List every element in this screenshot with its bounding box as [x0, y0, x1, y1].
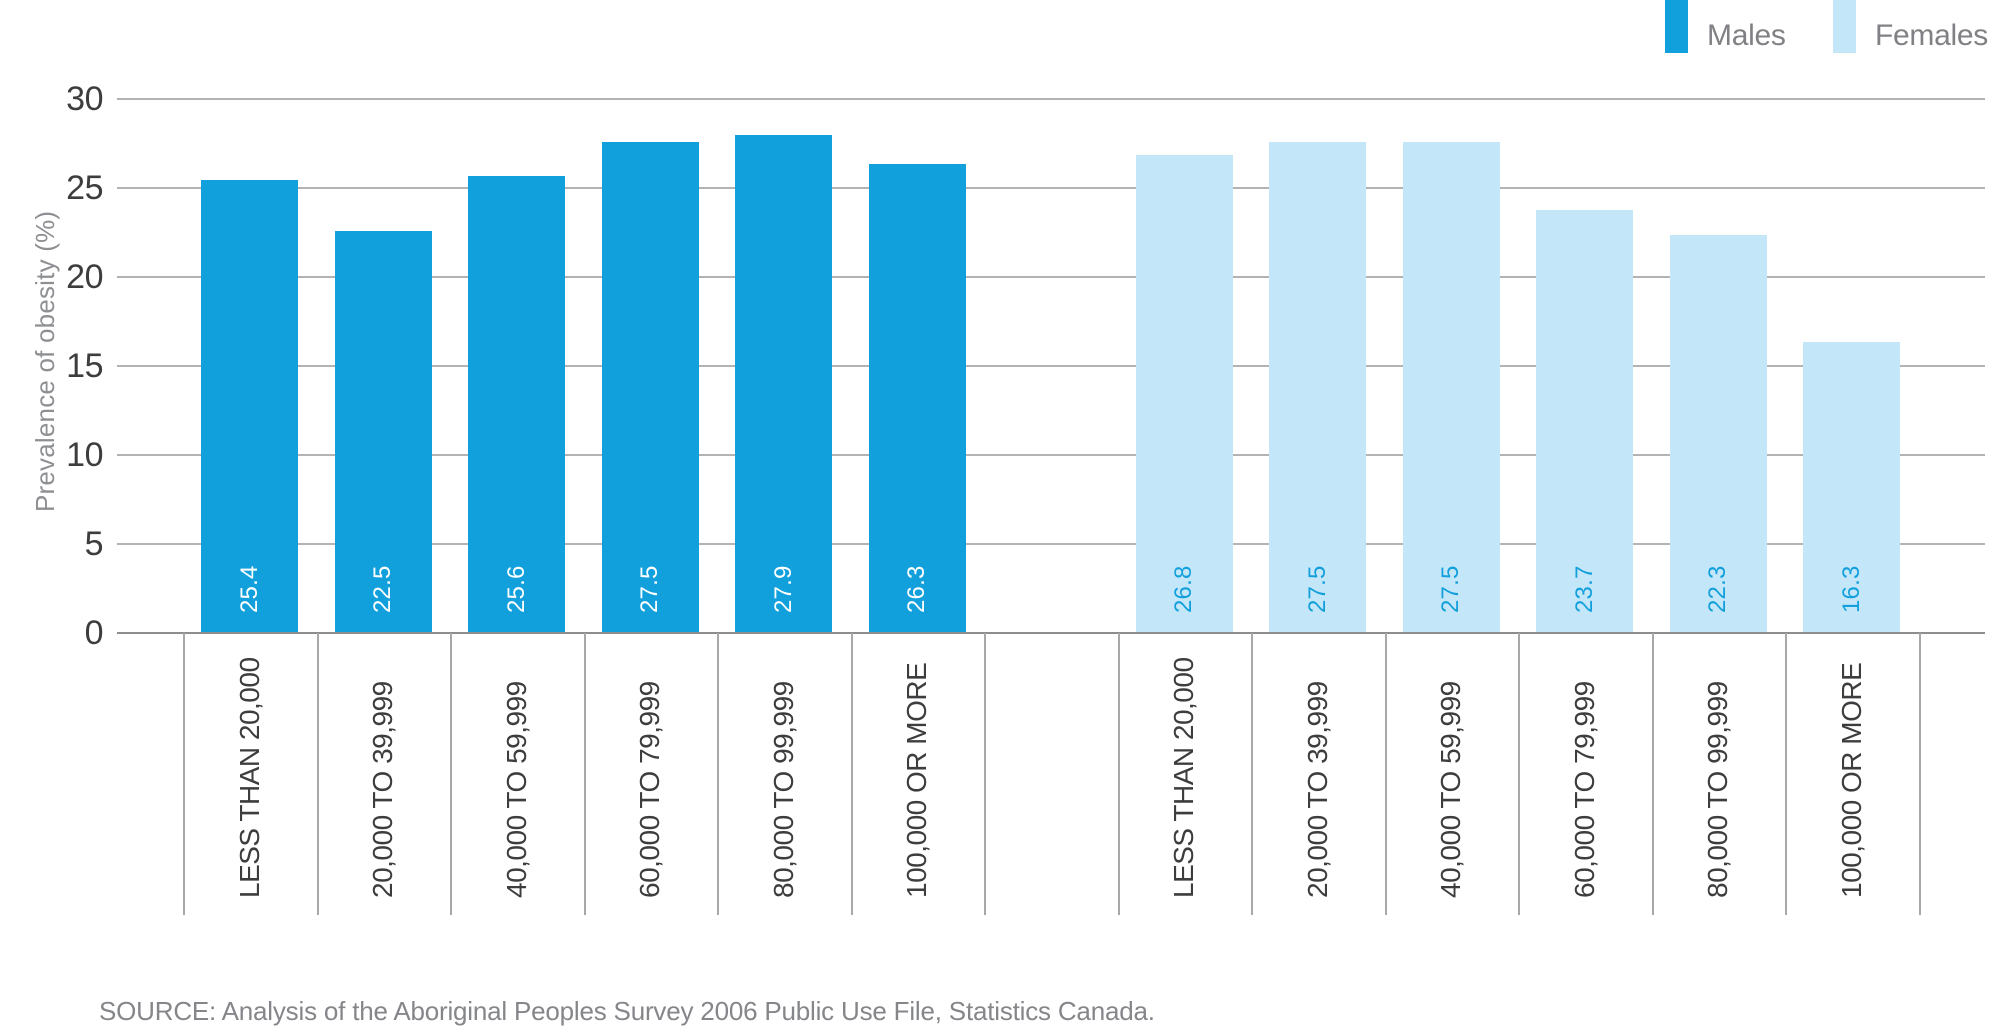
- gridline-10: [117, 454, 1985, 456]
- bar-value-label: 16.3: [1838, 565, 1865, 613]
- bar-value-label: 26.8: [1170, 565, 1197, 613]
- category-label: 40,000 TO 59,999: [1435, 681, 1466, 898]
- category-label: LESS THAN 20,000: [234, 657, 265, 898]
- category-label: 100,000 OR MORE: [1836, 662, 1867, 898]
- bar-females-5: [1803, 342, 1900, 632]
- bar-males-5: [869, 164, 966, 632]
- y-tick-label-5: 5: [84, 525, 104, 563]
- bar-value-label: 27.5: [636, 565, 663, 613]
- category-separator: [1919, 633, 1921, 915]
- y-tick-label-10: 10: [66, 436, 103, 474]
- bar-females-3: [1536, 210, 1633, 632]
- category-separator: [984, 633, 986, 915]
- category-separator: [1118, 633, 1120, 915]
- bar-males-3: [602, 142, 699, 632]
- gridline-20: [117, 276, 1985, 278]
- bar-value-label: 22.5: [369, 565, 396, 613]
- bar-value-label: 26.3: [903, 565, 930, 613]
- category-label: LESS THAN 20,000: [1168, 657, 1199, 898]
- category-label: 100,000 OR MORE: [901, 662, 932, 898]
- females-legend-swatch-icon: [1833, 0, 1856, 53]
- category-separator: [1652, 633, 1654, 915]
- bar-value-label: 25.4: [236, 565, 263, 613]
- category-label: 60,000 TO 79,999: [634, 681, 665, 898]
- category-label: 40,000 TO 59,999: [501, 681, 532, 898]
- category-label: 20,000 TO 39,999: [1302, 681, 1333, 898]
- y-tick-label-30: 30: [66, 80, 103, 118]
- category-separator: [1251, 633, 1253, 915]
- bar-value-label: 25.6: [503, 565, 530, 613]
- gridline-25: [117, 187, 1985, 189]
- bar-females-2: [1403, 142, 1500, 632]
- males-legend-label: Males: [1707, 19, 1786, 52]
- x-axis-line: [117, 632, 1985, 634]
- bar-males-4: [735, 135, 832, 632]
- bar-value-label: 27.9: [770, 565, 797, 613]
- bar-value-label: 22.3: [1704, 565, 1731, 613]
- y-tick-label-0: 0: [84, 614, 104, 652]
- category-separator: [1385, 633, 1387, 915]
- category-label: 80,000 TO 99,999: [768, 681, 799, 898]
- bar-males-1: [335, 231, 432, 632]
- category-separator: [1518, 633, 1520, 915]
- males-legend-swatch-icon: [1665, 0, 1688, 53]
- bar-value-label: 23.7: [1571, 565, 1598, 613]
- source-note: SOURCE: Analysis of the Aboriginal Peopl…: [99, 996, 1155, 1026]
- bar-males-2: [468, 176, 565, 632]
- bar-females-0: [1136, 155, 1233, 632]
- category-separator: [317, 633, 319, 915]
- y-tick-label-20: 20: [66, 258, 103, 296]
- category-label: 80,000 TO 99,999: [1702, 681, 1733, 898]
- gridline-30: [117, 98, 1985, 100]
- y-tick-label-15: 15: [66, 347, 103, 385]
- gridline-5: [117, 543, 1985, 545]
- category-separator: [584, 633, 586, 915]
- category-separator: [1785, 633, 1787, 915]
- females-legend-label: Females: [1875, 19, 1988, 52]
- bar-females-4: [1670, 235, 1767, 632]
- category-label: 20,000 TO 39,999: [367, 681, 398, 898]
- category-separator: [183, 633, 185, 915]
- bar-males-0: [201, 180, 298, 632]
- category-separator: [717, 633, 719, 915]
- bar-value-label: 27.5: [1304, 565, 1331, 613]
- bar-value-label: 27.5: [1437, 565, 1464, 613]
- category-separator: [851, 633, 853, 915]
- gridline-15: [117, 365, 1985, 367]
- y-tick-label-25: 25: [66, 169, 103, 207]
- bar-females-1: [1269, 142, 1366, 632]
- category-separator: [450, 633, 452, 915]
- category-label: 60,000 TO 79,999: [1569, 681, 1600, 898]
